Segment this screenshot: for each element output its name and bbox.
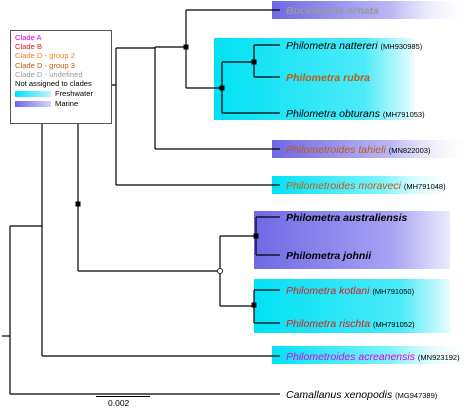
habitat-box-marine-buckleyella — [272, 1, 472, 19]
legend-item-clade-d-undefined: Clade D - undefined — [15, 69, 83, 79]
taxon-label: Philometra australiensis — [286, 212, 408, 224]
scale-bar — [96, 396, 150, 397]
node-markers — [75, 44, 259, 308]
habitat-box-freshwater-moraveci — [272, 176, 458, 194]
taxon-label: Philometroides tahieli (MN822003) — [286, 144, 431, 156]
taxon-label: Philometra rischta (MH791052) — [286, 318, 415, 330]
legend-item-clade-d-group-2: Clade D - group 2 — [15, 51, 75, 61]
legend-habitat-freshwater: Freshwater — [15, 89, 107, 98]
freshwater-swatch — [15, 90, 51, 97]
legend-item-clade-a: Clade A — [15, 33, 42, 42]
taxon-label: Philometra johnii — [286, 250, 372, 262]
taxon-label: Philometra rubra — [286, 72, 370, 84]
taxon-label: Philometra kotlani (MH791050) — [286, 285, 415, 297]
taxon-label: Philometroides moraveci (MH791048) — [286, 180, 446, 192]
habitat-box-marine-tahieli — [272, 140, 472, 158]
taxon-label: Philometra obturans (MH791053) — [286, 108, 425, 120]
taxon-label: Camallanus xenopodis (MG947389) — [286, 389, 438, 401]
scale-bar-label: 0.002 — [108, 398, 130, 408]
freshwater-label: Freshwater — [55, 89, 93, 99]
legend-item-clade-d-group-3: Clade D - group 3 — [15, 60, 75, 70]
legend: Clade A Clade B Clade D - group 2 Clade … — [10, 30, 112, 124]
taxon-label: Buckleyella ornata — [286, 5, 379, 17]
taxon-label: Philometra nattereri (MH930985) — [286, 40, 423, 52]
habitat-box-freshwater-clade-nattereri — [214, 38, 414, 120]
marine-swatch — [15, 101, 51, 108]
habitat-box-freshwater-acreanensis — [272, 346, 472, 364]
habitat-box-freshwater-kotlani-rischta — [254, 279, 450, 333]
legend-item-clade-b: Clade B — [15, 42, 43, 52]
legend-habitat-marine: Marine — [15, 99, 107, 108]
legend-item-not-assigned: Not assigned to clades — [15, 79, 92, 89]
taxon-labels: Buckleyella ornata Philometra nattereri … — [286, 5, 460, 401]
taxon-label: Philometroides acreanensis (MN923192) — [286, 351, 460, 363]
habitat-box-marine-australiensis-johnii — [254, 211, 450, 269]
marine-label: Marine — [55, 99, 79, 109]
